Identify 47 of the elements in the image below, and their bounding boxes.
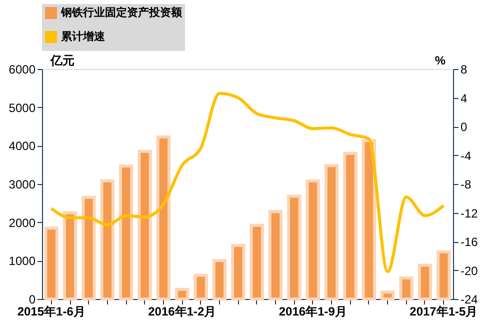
bar [362,139,376,300]
bar [250,224,264,300]
bar [343,152,358,300]
y-tick-label: 3000 [8,178,36,192]
bar [44,226,58,300]
y2-tick-label: -4 [460,148,472,163]
y2-axis-title: % [434,54,446,68]
y-tick-label: 4000 [8,139,36,154]
y2-tick-label: -16 [460,235,478,249]
bar [380,290,395,300]
bar [268,210,283,300]
y2-tick-label: -8 [460,178,472,192]
x-tick-label: 2016年1-9月 [278,304,347,318]
x-tick-label: 2017年1-5月 [410,304,478,318]
bar [82,196,96,300]
y2-tick-label: -20 [460,264,478,278]
bar [62,211,78,300]
y2-tick-label: -12 [460,206,478,220]
bar [231,244,246,300]
bar [436,250,451,300]
bar [399,276,414,300]
legend-label: 钢铁行业固定资产投资额 [60,6,183,19]
y-tick-label: 1000 [8,254,36,268]
bar [138,150,152,300]
bar [118,164,134,300]
y-tick-label: 5000 [8,100,36,115]
x-tick-label: 2016年1-2月 [148,304,216,318]
y-tick-label: 2000 [8,216,36,230]
bar [212,259,227,300]
line-series [50,92,446,274]
bar [100,179,114,300]
bar [324,164,339,300]
legend-label: 累计增速 [60,30,106,43]
bar [156,135,171,300]
y2-tick-label: -24 [460,292,478,306]
bar [306,179,320,300]
y-axis-title: 亿元 [50,54,74,68]
bar [194,274,208,300]
bar [175,288,190,300]
y2-tick-label: 8 [460,62,468,76]
y2-tick-label: 4 [460,91,468,106]
bar [418,264,432,300]
y2-tick-label: 0 [460,120,468,134]
y-tick-label: 6000 [8,62,36,76]
y-tick-label: 0 [28,292,36,306]
x-tick-label: 2015年1-6月 [17,304,86,318]
bar [287,194,302,300]
